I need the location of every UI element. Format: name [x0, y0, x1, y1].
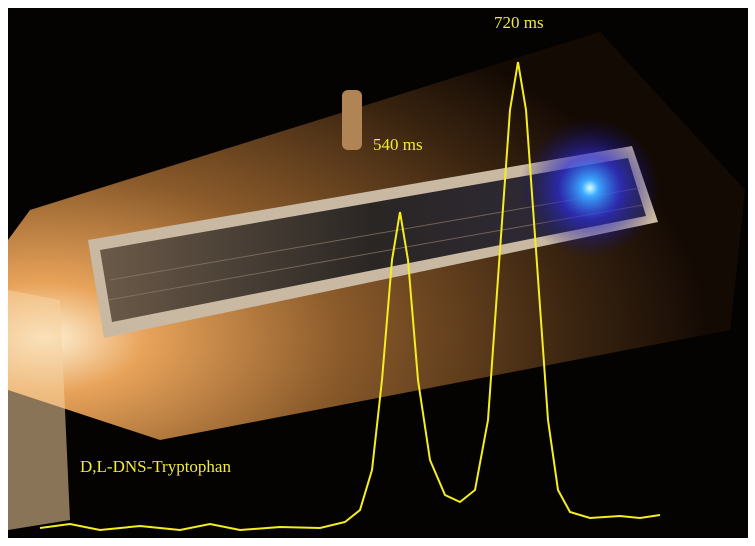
chip-glass — [100, 158, 646, 322]
reflection — [8, 290, 70, 530]
sample-label: D,L-DNS-Tryptophan — [80, 457, 231, 476]
led-glow — [520, 118, 660, 258]
peak-label: 540 ms — [373, 135, 423, 154]
screw — [342, 90, 362, 150]
peak-label: 720 ms — [494, 13, 544, 32]
electropherogram-trace — [39, 61, 661, 532]
